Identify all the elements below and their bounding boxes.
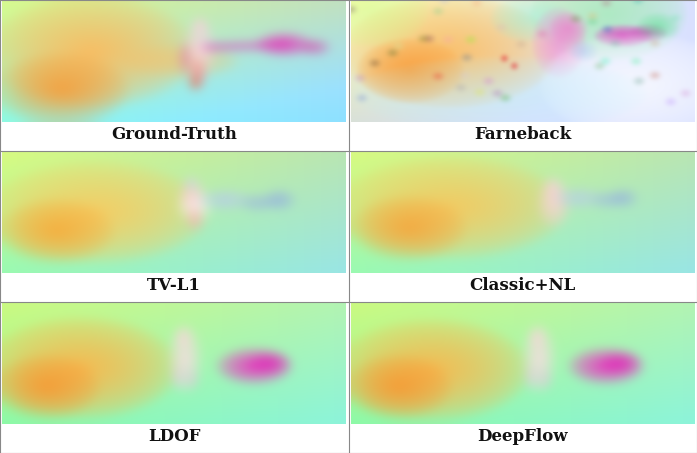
Text: LDOF: LDOF (148, 429, 201, 445)
Text: Ground-Truth: Ground-Truth (112, 126, 237, 144)
Text: Classic+NL: Classic+NL (470, 277, 576, 294)
Text: Farneback: Farneback (474, 126, 572, 144)
Text: TV-L1: TV-L1 (147, 277, 201, 294)
Text: DeepFlow: DeepFlow (477, 429, 568, 445)
